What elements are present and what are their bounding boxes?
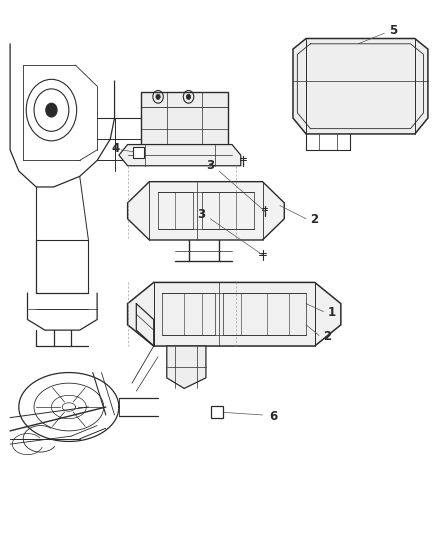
Text: 1: 1	[328, 306, 336, 319]
Text: 6: 6	[269, 409, 277, 423]
Text: 5: 5	[389, 24, 397, 37]
Polygon shape	[127, 182, 284, 240]
Circle shape	[186, 94, 191, 100]
Polygon shape	[293, 38, 428, 134]
Text: 3: 3	[198, 208, 206, 221]
Polygon shape	[167, 346, 206, 389]
Circle shape	[46, 103, 57, 117]
Text: 3: 3	[206, 159, 214, 172]
Polygon shape	[119, 144, 241, 166]
Text: 4: 4	[112, 142, 120, 155]
Bar	[211, 407, 223, 418]
Text: 2: 2	[311, 213, 318, 227]
Text: 2: 2	[323, 330, 332, 343]
Circle shape	[156, 94, 160, 100]
Polygon shape	[127, 282, 341, 346]
Bar	[133, 147, 144, 158]
Polygon shape	[141, 92, 228, 144]
